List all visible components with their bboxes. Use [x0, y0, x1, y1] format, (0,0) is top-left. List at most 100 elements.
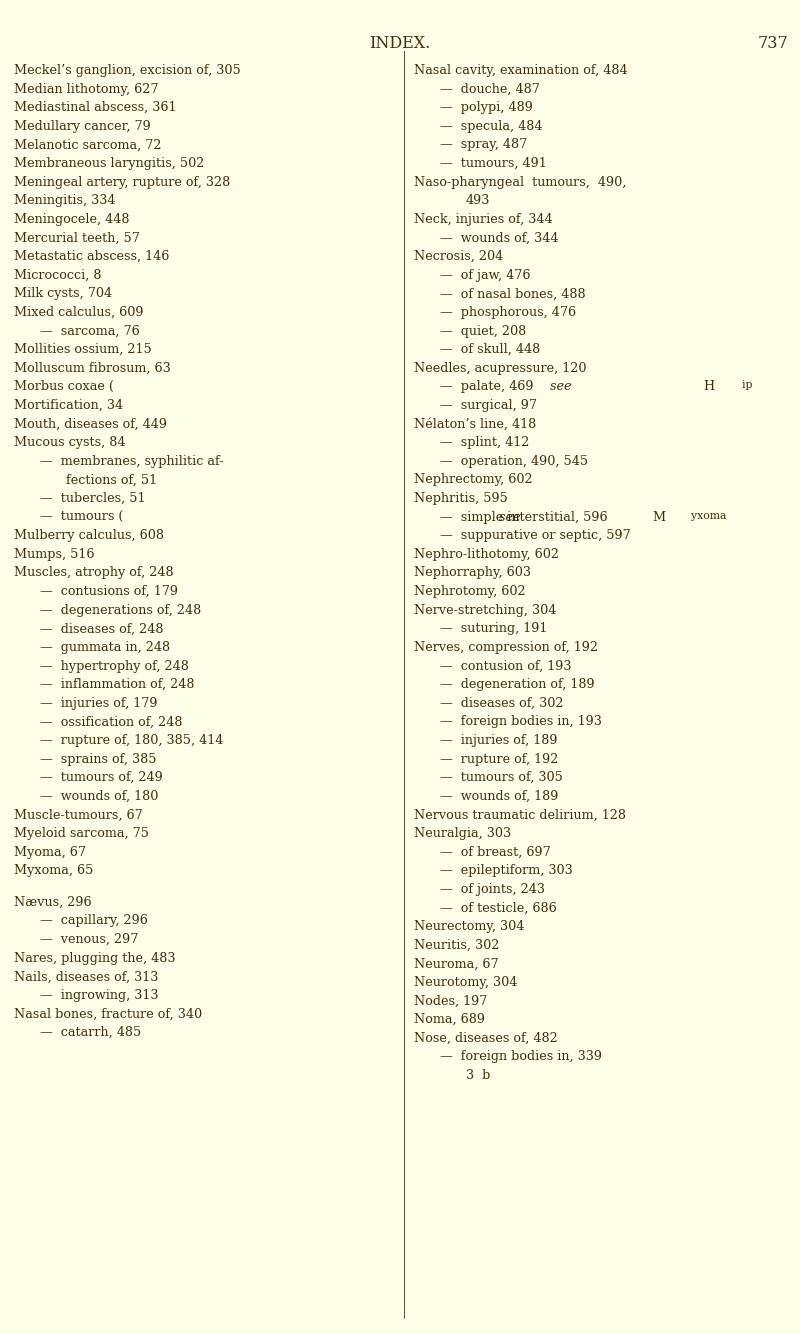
Text: Naso-pharyngeal  tumours,  490,: Naso-pharyngeal tumours, 490,: [414, 176, 626, 188]
Text: —  contusion of, 193: — contusion of, 193: [440, 659, 571, 672]
Text: Nephorraphy, 603: Nephorraphy, 603: [414, 567, 531, 579]
Text: —  degenerations of, 248: — degenerations of, 248: [40, 604, 202, 616]
Text: —  venous, 297: — venous, 297: [40, 932, 138, 946]
Text: Nephrotomy, 602: Nephrotomy, 602: [414, 586, 526, 598]
Text: —  specula, 484: — specula, 484: [440, 120, 542, 133]
Text: —  degeneration of, 189: — degeneration of, 189: [440, 678, 594, 691]
Text: Nélaton’s line, 418: Nélaton’s line, 418: [414, 418, 537, 431]
Text: —  simple interstitial, 596: — simple interstitial, 596: [440, 511, 608, 524]
Text: Mollities ossium, 215: Mollities ossium, 215: [14, 343, 152, 356]
Text: Mucous cysts, 84: Mucous cysts, 84: [14, 436, 126, 450]
Text: —  surgical, 97: — surgical, 97: [440, 399, 537, 412]
Text: —  wounds of, 344: — wounds of, 344: [440, 232, 558, 244]
Text: Mumps, 516: Mumps, 516: [14, 548, 95, 560]
Text: 493: 493: [466, 195, 490, 207]
Text: Mouth, diseases of, 449: Mouth, diseases of, 449: [14, 418, 167, 431]
Text: —  ingrowing, 313: — ingrowing, 313: [40, 988, 158, 1002]
Text: —  inflammation of, 248: — inflammation of, 248: [40, 678, 194, 691]
Text: Mediastinal abscess, 361: Mediastinal abscess, 361: [14, 101, 177, 115]
Text: Melanotic sarcoma, 72: Melanotic sarcoma, 72: [14, 139, 162, 152]
Text: Nerve-stretching, 304: Nerve-stretching, 304: [414, 604, 557, 616]
Text: —  of breast, 697: — of breast, 697: [440, 846, 550, 859]
Text: Neurotomy, 304: Neurotomy, 304: [414, 976, 518, 988]
Text: Morbus coxae (: Morbus coxae (: [14, 380, 114, 394]
Text: Nodes, 197: Nodes, 197: [414, 995, 488, 1007]
Text: Mulberry calculus, 608: Mulberry calculus, 608: [14, 530, 165, 542]
Text: Metastatic abscess, 146: Metastatic abscess, 146: [14, 251, 170, 263]
Text: Mixed calculus, 609: Mixed calculus, 609: [14, 305, 144, 319]
Text: —  contusions of, 179: — contusions of, 179: [40, 586, 178, 598]
Text: Muscle-tumours, 67: Muscle-tumours, 67: [14, 808, 143, 822]
Text: —  douche, 487: — douche, 487: [440, 83, 540, 96]
Text: —  membranes, syphilitic af-: — membranes, syphilitic af-: [40, 455, 223, 468]
Text: Muscles, atrophy of, 248: Muscles, atrophy of, 248: [14, 567, 174, 579]
Text: Nares, plugging the, 483: Nares, plugging the, 483: [14, 951, 176, 964]
Text: —  epileptiform, 303: — epileptiform, 303: [440, 864, 573, 878]
Text: —  rupture of, 192: — rupture of, 192: [440, 752, 558, 766]
Text: yxoma: yxoma: [690, 511, 726, 520]
Text: —  of joints, 243: — of joints, 243: [440, 883, 545, 896]
Text: —  splint, 412: — splint, 412: [440, 436, 530, 450]
Text: —  tumours of, 305: — tumours of, 305: [440, 771, 563, 784]
Text: —  injuries of, 179: — injuries of, 179: [40, 696, 158, 710]
Text: Nervous traumatic delirium, 128: Nervous traumatic delirium, 128: [414, 808, 626, 822]
Text: see: see: [499, 511, 525, 524]
Text: Myxoma, 65: Myxoma, 65: [14, 864, 94, 878]
Text: —  diseases of, 248: — diseases of, 248: [40, 623, 163, 635]
Text: Molluscum fibrosum, 63: Molluscum fibrosum, 63: [14, 362, 171, 375]
Text: Nephrectomy, 602: Nephrectomy, 602: [414, 474, 533, 487]
Text: H: H: [703, 380, 714, 394]
Text: —  gummata in, 248: — gummata in, 248: [40, 640, 170, 654]
Text: —  foreign bodies in, 339: — foreign bodies in, 339: [440, 1050, 602, 1063]
Text: Myoma, 67: Myoma, 67: [14, 846, 86, 859]
Text: —  tumours of, 249: — tumours of, 249: [40, 771, 162, 784]
Text: —  capillary, 296: — capillary, 296: [40, 915, 148, 927]
Text: —  injuries of, 189: — injuries of, 189: [440, 734, 558, 747]
Text: —  suppurative or septic, 597: — suppurative or septic, 597: [440, 530, 630, 542]
Text: —  tubercles, 51: — tubercles, 51: [40, 492, 146, 506]
Text: —  tumours (: — tumours (: [40, 511, 123, 524]
Text: —  sarcoma, 76: — sarcoma, 76: [40, 324, 140, 338]
Text: —  of nasal bones, 488: — of nasal bones, 488: [440, 287, 586, 300]
Text: —  of skull, 448: — of skull, 448: [440, 343, 540, 356]
Text: —  tumours, 491: — tumours, 491: [440, 157, 546, 169]
Text: Milk cysts, 704: Milk cysts, 704: [14, 287, 113, 300]
Text: —  diseases of, 302: — diseases of, 302: [440, 696, 563, 710]
Text: —  hypertrophy of, 248: — hypertrophy of, 248: [40, 659, 189, 672]
Text: —  ossification of, 248: — ossification of, 248: [40, 715, 182, 728]
Text: Nerves, compression of, 192: Nerves, compression of, 192: [414, 640, 598, 654]
Text: Neuritis, 302: Neuritis, 302: [414, 939, 500, 951]
Text: —  operation, 490, 545: — operation, 490, 545: [440, 455, 588, 468]
Text: 3  b: 3 b: [466, 1069, 490, 1082]
Text: Nephritis, 595: Nephritis, 595: [414, 492, 508, 506]
Text: M: M: [652, 511, 666, 524]
Text: Micrococci, 8: Micrococci, 8: [14, 268, 102, 281]
Text: —  foreign bodies in, 193: — foreign bodies in, 193: [440, 715, 602, 728]
Text: —  palate, 469: — palate, 469: [440, 380, 534, 394]
Text: —  wounds of, 180: — wounds of, 180: [40, 790, 158, 803]
Text: Meningeal artery, rupture of, 328: Meningeal artery, rupture of, 328: [14, 176, 230, 188]
Text: Meningocele, 448: Meningocele, 448: [14, 213, 130, 225]
Text: Mercurial teeth, 57: Mercurial teeth, 57: [14, 232, 140, 244]
Text: Nose, diseases of, 482: Nose, diseases of, 482: [414, 1031, 558, 1045]
Text: —  of testicle, 686: — of testicle, 686: [440, 902, 557, 914]
Text: —  polypi, 489: — polypi, 489: [440, 101, 533, 115]
Text: —  suturing, 191: — suturing, 191: [440, 623, 547, 635]
Text: —  of jaw, 476: — of jaw, 476: [440, 268, 530, 281]
Text: Meckel’s ganglion, excision of, 305: Meckel’s ganglion, excision of, 305: [14, 64, 241, 77]
Text: Noma, 689: Noma, 689: [414, 1013, 486, 1026]
Text: 737: 737: [758, 35, 788, 52]
Text: Myeloid sarcoma, 75: Myeloid sarcoma, 75: [14, 827, 150, 840]
Text: Nephro-lithotomy, 602: Nephro-lithotomy, 602: [414, 548, 559, 560]
Text: —  quiet, 208: — quiet, 208: [440, 324, 526, 338]
Text: Nails, diseases of, 313: Nails, diseases of, 313: [14, 970, 158, 983]
Text: Nævus, 296: Nævus, 296: [14, 896, 92, 908]
Text: ip: ip: [742, 380, 755, 391]
Text: Nasal bones, fracture of, 340: Nasal bones, fracture of, 340: [14, 1007, 202, 1021]
Text: Needles, acupressure, 120: Needles, acupressure, 120: [414, 362, 587, 375]
Text: —  catarrh, 485: — catarrh, 485: [40, 1026, 142, 1039]
Text: —  wounds of, 189: — wounds of, 189: [440, 790, 558, 803]
Text: Meningitis, 334: Meningitis, 334: [14, 195, 116, 207]
Text: INDEX.: INDEX.: [370, 35, 430, 52]
Text: —  rupture of, 180, 385, 414: — rupture of, 180, 385, 414: [40, 734, 223, 747]
